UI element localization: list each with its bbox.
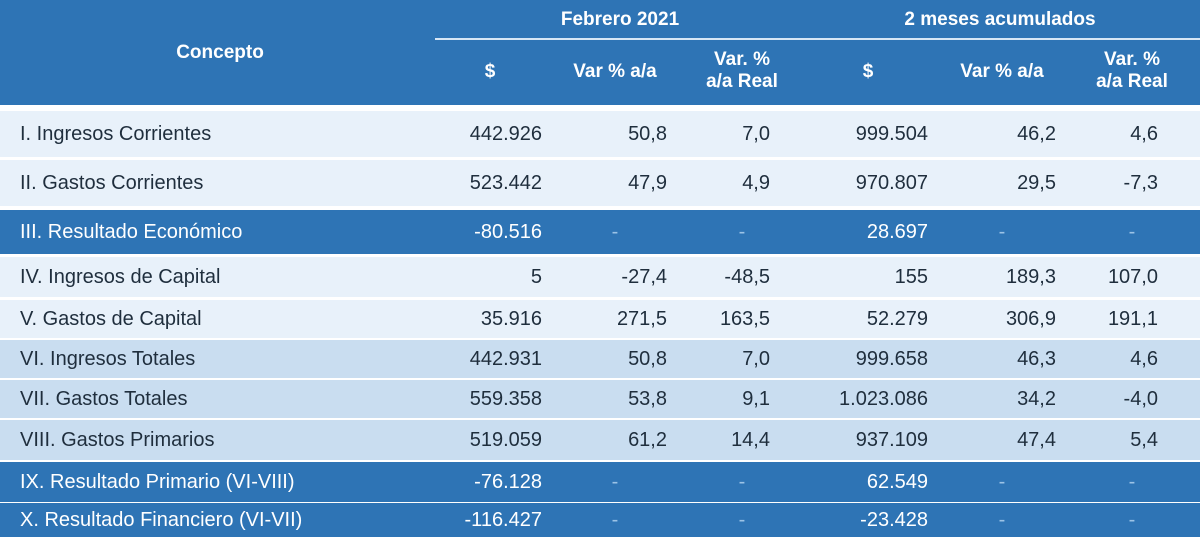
row-value: 52.279 bbox=[866, 308, 928, 330]
row-value: 50,8 bbox=[628, 348, 667, 370]
row-value: 53,8 bbox=[628, 388, 667, 410]
row-value: 937.109 bbox=[855, 429, 928, 451]
row-value: 519.059 bbox=[469, 429, 542, 451]
row-value: -76.128 bbox=[474, 471, 542, 493]
row-value: -80.516 bbox=[474, 221, 542, 243]
column-header: Var. % a/a Real bbox=[706, 49, 778, 92]
row-value: - bbox=[611, 471, 619, 493]
row-value: - bbox=[738, 509, 746, 531]
row-value: 9,1 bbox=[742, 388, 770, 410]
row-value: -27,4 bbox=[621, 266, 667, 288]
row-value: -7,3 bbox=[1123, 172, 1158, 194]
table-row: IV. Ingresos de Capital 5 -27,4 -48,5 155 189… bbox=[0, 257, 1200, 297]
header-group-febrero: Febrero 2021 bbox=[560, 9, 680, 30]
table-row: X. Resultado Financiero (VI-VII) -116.427… bbox=[0, 503, 1200, 537]
row-value: -23.428 bbox=[860, 509, 928, 531]
row-value: 46,2 bbox=[1017, 123, 1056, 145]
row-concept: IV. Ingresos de Capital bbox=[20, 266, 221, 288]
row-value: 62.549 bbox=[866, 471, 928, 493]
row-value: - bbox=[738, 221, 746, 243]
row-value: - bbox=[1128, 509, 1136, 531]
column-header: Var % a/a bbox=[573, 61, 657, 82]
row-value: - bbox=[1128, 471, 1136, 493]
table-row: III. Resultado Económico -80.516 - - 28.697 -… bbox=[0, 210, 1200, 254]
row-concept: II. Gastos Corrientes bbox=[20, 172, 204, 194]
row-concept: V. Gastos de Capital bbox=[20, 308, 202, 330]
row-concept: X. Resultado Financiero (VI-VII) bbox=[20, 509, 303, 531]
row-value: 47,9 bbox=[628, 172, 667, 194]
table-row: I. Ingresos Corrientes 442.926 50,8 7,0 999.… bbox=[0, 111, 1200, 157]
row-value: 7,0 bbox=[742, 123, 770, 145]
row-concept: VII. Gastos Totales bbox=[20, 388, 188, 410]
row-value: 306,9 bbox=[1005, 308, 1056, 330]
row-value: 50,8 bbox=[628, 123, 667, 145]
row-value: 271,5 bbox=[616, 308, 667, 330]
table-row: VI. Ingresos Totales 442.931 50,8 7,0 999.65… bbox=[0, 340, 1200, 378]
row-concept: IX. Resultado Primario (VI-VIII) bbox=[20, 471, 295, 493]
row-value: 7,0 bbox=[742, 348, 770, 370]
table-row: II. Gastos Corrientes 523.442 47,9 4,9 970.8… bbox=[0, 160, 1200, 206]
row-value: - bbox=[611, 509, 619, 531]
row-value: 442.931 bbox=[469, 348, 542, 370]
row-value: -48,5 bbox=[724, 266, 770, 288]
row-concept: VIII. Gastos Primarios bbox=[20, 429, 215, 451]
row-value: - bbox=[738, 471, 746, 493]
row-value: 34,2 bbox=[1017, 388, 1056, 410]
row-value: 14,4 bbox=[731, 429, 770, 451]
row-value: 1.023.086 bbox=[839, 388, 928, 410]
row-value: 970.807 bbox=[855, 172, 928, 194]
row-value: 47,4 bbox=[1017, 429, 1056, 451]
header-concepto: Concepto bbox=[176, 42, 264, 63]
column-header: $ bbox=[862, 61, 874, 82]
row-value: 4,9 bbox=[742, 172, 770, 194]
row-value: 155 bbox=[894, 266, 928, 288]
row-value: 46,3 bbox=[1017, 348, 1056, 370]
table-row: V. Gastos de Capital 35.916 271,5 163,5 52.2… bbox=[0, 300, 1200, 338]
row-value: 4,6 bbox=[1130, 123, 1158, 145]
table-row: VII. Gastos Totales 559.358 53,8 9,1 1.023.0… bbox=[0, 380, 1200, 418]
header-separator-line bbox=[435, 38, 1200, 40]
column-header: $ bbox=[484, 61, 496, 82]
row-value: 163,5 bbox=[719, 308, 770, 330]
row-value: 191,1 bbox=[1107, 308, 1158, 330]
row-value: -4,0 bbox=[1123, 388, 1158, 410]
row-concept: III. Resultado Económico bbox=[20, 221, 243, 243]
row-value: 61,2 bbox=[628, 429, 667, 451]
row-value: 35.916 bbox=[480, 308, 542, 330]
row-concept: VI. Ingresos Totales bbox=[20, 348, 196, 370]
column-header: Var % a/a bbox=[960, 61, 1044, 82]
table-row: VIII. Gastos Primarios 519.059 61,2 14,4 937… bbox=[0, 420, 1200, 460]
row-value: -116.427 bbox=[464, 509, 542, 531]
row-value: - bbox=[998, 471, 1006, 493]
row-value: 28.697 bbox=[866, 221, 928, 243]
row-value: 999.658 bbox=[855, 348, 928, 370]
row-concept: I. Ingresos Corrientes bbox=[20, 123, 212, 145]
row-value: 5,4 bbox=[1130, 429, 1158, 451]
table-row: IX. Resultado Primario (VI-VIII) -76.128 -… bbox=[0, 462, 1200, 502]
row-value: - bbox=[998, 221, 1006, 243]
column-header: Var. % a/a Real bbox=[1096, 49, 1168, 92]
row-value: - bbox=[1128, 221, 1136, 243]
row-value: 523.442 bbox=[469, 172, 542, 194]
row-value: 5 bbox=[530, 266, 542, 288]
row-value: 4,6 bbox=[1130, 348, 1158, 370]
header-group-acumulados: 2 meses acumulados bbox=[904, 9, 1096, 30]
row-value: 559.358 bbox=[469, 388, 542, 410]
row-value: - bbox=[998, 509, 1006, 531]
table-header: Concepto Febrero 2021 2 meses acumulados… bbox=[0, 0, 1200, 105]
row-value: - bbox=[611, 221, 619, 243]
row-value: 29,5 bbox=[1017, 172, 1056, 194]
row-value: 442.926 bbox=[469, 123, 542, 145]
row-value: 107,0 bbox=[1107, 266, 1158, 288]
row-value: 189,3 bbox=[1005, 266, 1056, 288]
row-value: 999.504 bbox=[855, 123, 928, 145]
